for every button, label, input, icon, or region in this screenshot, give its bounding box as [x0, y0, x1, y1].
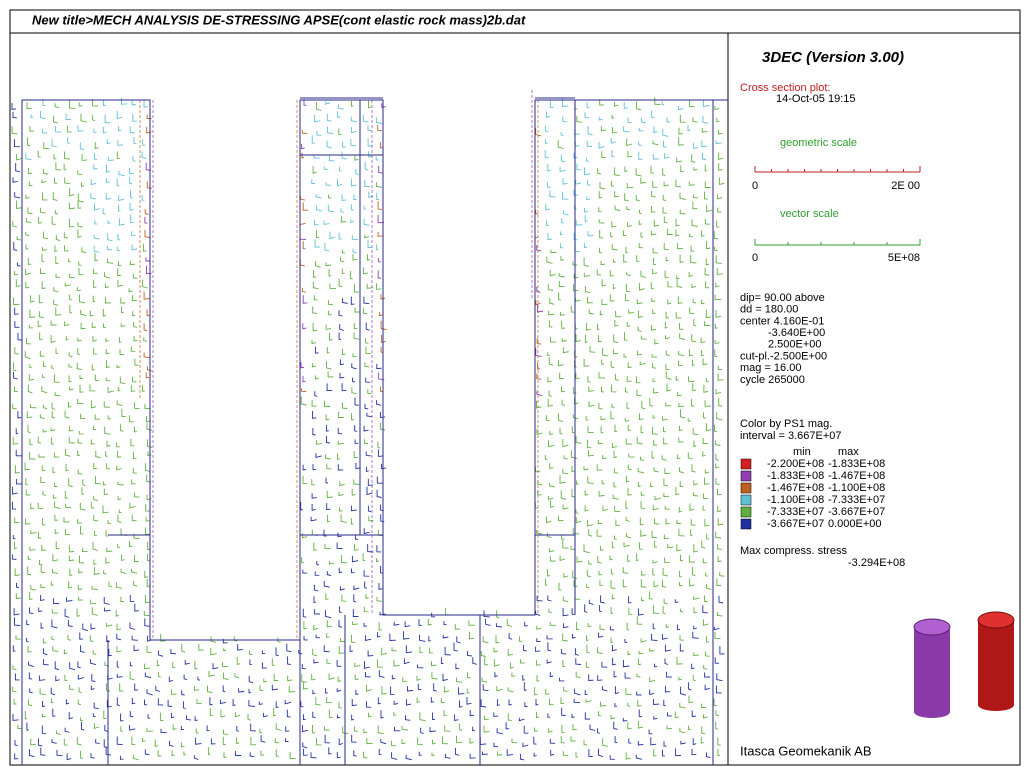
company: Itasca Geomekanik AB [740, 743, 872, 758]
legend-max: -3.667E+07 [828, 506, 885, 518]
legend-min: -7.333E+07 [767, 506, 824, 518]
cylinder-body [978, 620, 1014, 705]
param: 2.500E+00 [768, 339, 822, 351]
legend-min: -1.833E+08 [767, 470, 824, 482]
max-stress: -3.294E+08 [848, 557, 905, 569]
legend-min: -1.100E+08 [767, 494, 824, 506]
param: dip= 90.00 above [740, 292, 825, 304]
param: center 4.160E-01 [740, 315, 824, 327]
legend-swatch [741, 495, 751, 505]
param: -3.640E+00 [768, 327, 825, 339]
cylinder-base [914, 706, 950, 718]
vector-scale-max: 5E+08 [888, 252, 920, 264]
legend-swatch [741, 483, 751, 493]
min-header: min [793, 446, 811, 458]
param: cut-pl.-2.500E+00 [740, 350, 827, 362]
legend-min: -1.467E+08 [767, 482, 824, 494]
geometric-scale-label: geometric scale [780, 137, 857, 149]
title: New title>MECH ANALYSIS DE-STRESSING APS… [32, 12, 526, 27]
legend-max: 0.000E+00 [828, 518, 882, 530]
cylinder-base [978, 699, 1014, 711]
param: mag = 16.00 [740, 362, 801, 374]
cylinder-top [914, 619, 950, 635]
interval: interval = 3.667E+07 [740, 430, 842, 442]
param: dd = 180.00 [740, 304, 798, 316]
legend-swatch [741, 507, 751, 517]
date: 14-Oct-05 19:15 [776, 93, 856, 105]
legend-min: -3.667E+07 [767, 518, 824, 530]
legend-max: -1.833E+08 [828, 458, 885, 470]
legend-swatch [741, 459, 751, 469]
legend-swatch [741, 519, 751, 529]
legend-swatch [741, 471, 751, 481]
legend-max: -7.333E+07 [828, 494, 885, 506]
vector-scale-label: vector scale [780, 208, 839, 220]
cylinder-body [914, 627, 950, 712]
geometric-scale-min: 0 [752, 180, 758, 192]
geometric-scale-max: 2E 00 [891, 180, 920, 192]
program: 3DEC (Version 3.00) [762, 49, 904, 66]
cylinder-top [978, 612, 1014, 628]
max-stress-label: Max compress. stress [740, 545, 847, 557]
legend-min: -2.200E+08 [767, 458, 824, 470]
max-header: max [838, 446, 859, 458]
color-by: Color by PS1 mag. [740, 418, 832, 430]
background [0, 0, 1027, 767]
param: cycle 265000 [740, 374, 805, 386]
screen: New title>MECH ANALYSIS DE-STRESSING APS… [0, 0, 1027, 767]
legend-max: -1.100E+08 [828, 482, 885, 494]
legend-max: -1.467E+08 [828, 470, 885, 482]
vector-scale-min: 0 [752, 252, 758, 264]
